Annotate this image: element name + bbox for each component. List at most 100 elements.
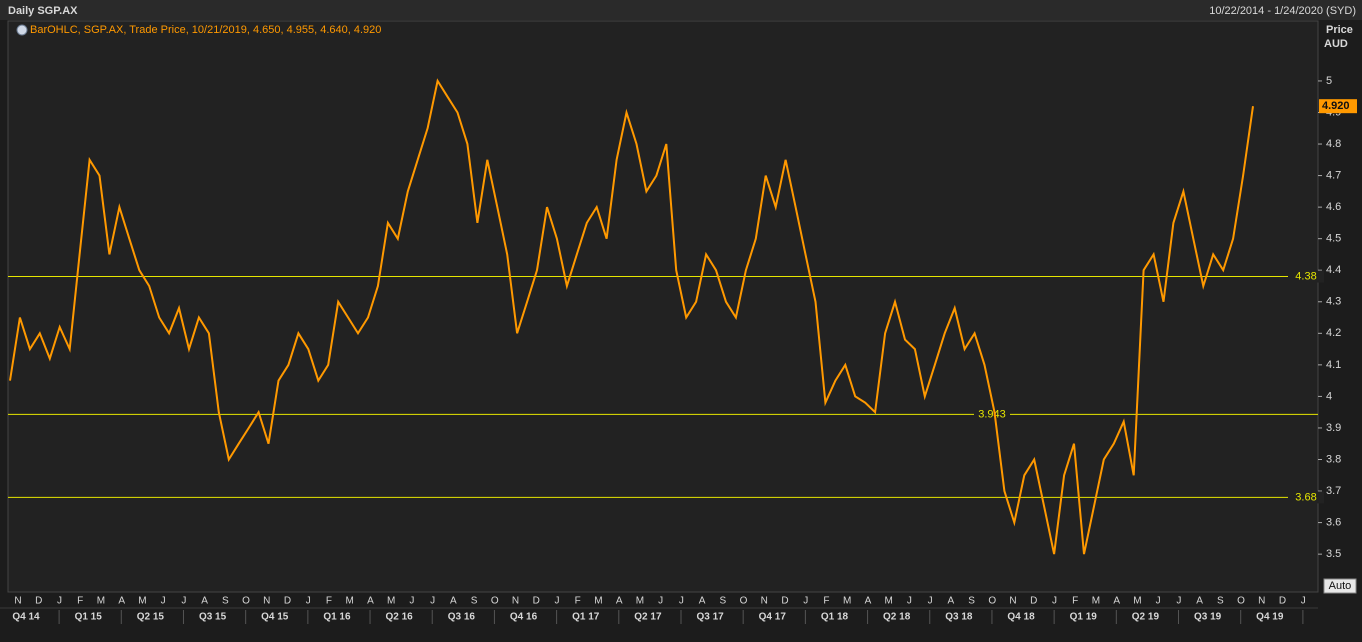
y-tick-label: 4.3	[1326, 296, 1341, 308]
quarter-label: Q1 17	[572, 612, 600, 623]
month-label: J	[430, 596, 435, 607]
auto-button-label[interactable]: Auto	[1329, 580, 1352, 592]
auto-button[interactable]	[1323, 578, 1357, 594]
month-label: N	[512, 596, 519, 607]
quarter-label: Q2 16	[386, 612, 414, 623]
header-bar	[0, 0, 1362, 20]
y-tick-label: 4.6	[1326, 201, 1341, 213]
month-label: N	[1258, 596, 1265, 607]
month-label: S	[222, 596, 229, 607]
month-label: A	[450, 596, 457, 607]
month-label: M	[594, 596, 602, 607]
month-label: J	[1052, 596, 1057, 607]
month-label: O	[491, 596, 499, 607]
y-tick-label: 3.8	[1326, 453, 1341, 465]
y-tick-label: 3.9	[1326, 422, 1341, 434]
month-label: D	[284, 596, 291, 607]
month-label: S	[719, 596, 726, 607]
month-label: M	[636, 596, 644, 607]
month-label: M	[97, 596, 105, 607]
month-label: A	[865, 596, 872, 607]
month-label: F	[1072, 596, 1078, 607]
quarter-label: Q4 16	[510, 612, 538, 623]
quarter-label: Q3 19	[1194, 612, 1222, 623]
price-line	[9, 78, 1254, 555]
y-tick-label: 3.5	[1326, 548, 1341, 560]
month-label: J	[803, 596, 808, 607]
horizontal-line-label: 3.943	[978, 408, 1006, 420]
month-label: F	[326, 596, 332, 607]
quarter-label: Q3 18	[945, 612, 973, 623]
month-label: D	[781, 596, 788, 607]
month-label: A	[1196, 596, 1203, 607]
month-label: A	[118, 596, 125, 607]
plot-area	[7, 20, 1319, 593]
month-label: M	[1133, 596, 1141, 607]
month-label: J	[907, 596, 912, 607]
month-label: J	[1176, 596, 1181, 607]
month-label: J	[306, 596, 311, 607]
month-label: O	[242, 596, 250, 607]
last-price-label: 4.920	[1322, 100, 1350, 112]
month-label: J	[928, 596, 933, 607]
month-label: N	[263, 596, 270, 607]
quarter-label: Q4 18	[1007, 612, 1035, 623]
y-tick-label: 4	[1326, 390, 1332, 402]
y-tick-label: 4.1	[1326, 359, 1341, 371]
horizontal-line-label: 3.68	[1295, 491, 1316, 503]
month-label: A	[948, 596, 955, 607]
month-label: M	[387, 596, 395, 607]
quarter-label: Q4 14	[12, 612, 40, 623]
month-label: S	[471, 596, 478, 607]
month-label: F	[575, 596, 581, 607]
month-label: M	[346, 596, 354, 607]
month-label: M	[843, 596, 851, 607]
legend-icon[interactable]	[16, 24, 28, 36]
month-label: D	[533, 596, 540, 607]
y-tick-label: 3.7	[1326, 485, 1341, 497]
quarter-label: Q1 16	[323, 612, 351, 623]
month-label: F	[823, 596, 829, 607]
month-label: A	[699, 596, 706, 607]
y-tick-label: 4.2	[1326, 327, 1341, 339]
y-tick-label: 4.8	[1326, 138, 1341, 150]
month-label: N	[14, 596, 21, 607]
quarter-label: Q1 18	[821, 612, 849, 623]
month-label: A	[201, 596, 208, 607]
month-label: J	[57, 596, 62, 607]
month-label: D	[1030, 596, 1037, 607]
quarter-label: Q2 19	[1132, 612, 1160, 623]
chart-title: Daily SGP.AX	[8, 5, 78, 17]
quarter-label: Q3 16	[448, 612, 476, 623]
month-label: J	[161, 596, 166, 607]
horizontal-line-label-bg	[974, 408, 1010, 421]
quarter-label: Q3 17	[696, 612, 724, 623]
month-label: J	[554, 596, 559, 607]
month-label: F	[77, 596, 83, 607]
quarter-label: Q1 15	[75, 612, 103, 623]
month-label: S	[1217, 596, 1224, 607]
month-label: J	[181, 596, 186, 607]
y-tick-label: 4.7	[1326, 169, 1341, 181]
month-label: M	[1092, 596, 1100, 607]
month-label: J	[679, 596, 684, 607]
quarter-label: Q4 19	[1256, 612, 1284, 623]
date-range: 10/22/2014 - 1/24/2020 (SYD)	[1209, 5, 1356, 17]
month-label: A	[1113, 596, 1120, 607]
horizontal-line-label-bg	[1288, 491, 1324, 504]
month-label: M	[884, 596, 892, 607]
month-label: J	[409, 596, 414, 607]
month-label: M	[138, 596, 146, 607]
month-label: A	[616, 596, 623, 607]
y-axis-label: AUD	[1324, 38, 1348, 50]
month-label: D	[1279, 596, 1286, 607]
quarter-label: Q4 17	[759, 612, 787, 623]
y-tick-label: 4.5	[1326, 233, 1341, 245]
month-label: O	[988, 596, 996, 607]
month-label: D	[35, 596, 42, 607]
horizontal-line-label-bg	[1288, 270, 1324, 283]
y-tick-label: 5	[1326, 75, 1332, 87]
quarter-label: Q2 18	[883, 612, 911, 623]
quarter-label: Q1 19	[1070, 612, 1098, 623]
